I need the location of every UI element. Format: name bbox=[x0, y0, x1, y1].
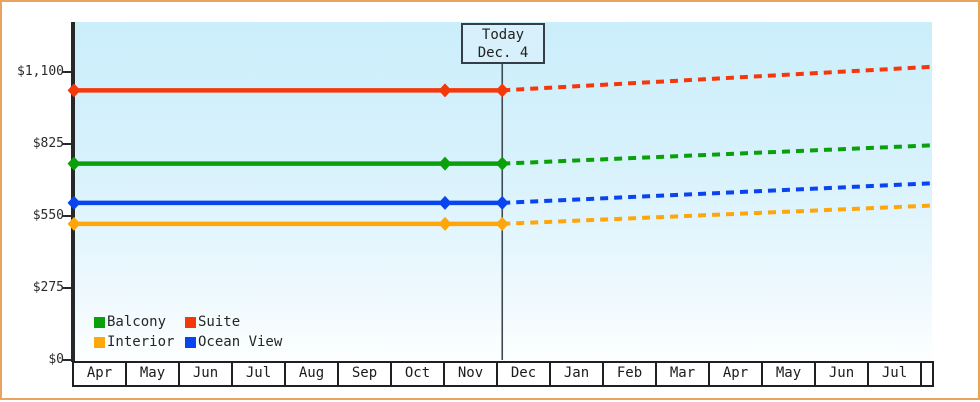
plot-area bbox=[74, 22, 932, 361]
legend-item-balcony: Balcony bbox=[94, 314, 185, 330]
month-cell: Oct bbox=[392, 363, 445, 385]
month-cell: Apr bbox=[710, 363, 763, 385]
month-cell: Mar bbox=[657, 363, 710, 385]
legend-item-suite: Suite bbox=[185, 314, 282, 330]
today-date: Dec. 4 bbox=[477, 45, 529, 61]
month-cell: Jan bbox=[551, 363, 604, 385]
legend: Balcony Suite Interior Ocean View bbox=[94, 314, 282, 350]
legend-label-balcony: Balcony bbox=[107, 314, 167, 330]
month-cell: Feb bbox=[604, 363, 657, 385]
y-axis-label: $275 bbox=[32, 280, 64, 295]
balcony-color-swatch bbox=[94, 316, 105, 328]
y-axis-label: $0 bbox=[48, 352, 64, 367]
month-cell: Dec bbox=[498, 363, 551, 385]
today-annotation-box: Today Dec. 4 bbox=[461, 23, 545, 64]
y-axis-label: $550 bbox=[32, 208, 64, 223]
y-tick-mark bbox=[62, 359, 72, 361]
legend-label-suite: Suite bbox=[198, 314, 241, 330]
month-cell: May bbox=[127, 363, 180, 385]
y-tick-mark bbox=[62, 287, 72, 289]
month-cell-stub bbox=[922, 363, 932, 385]
month-cell: Jul bbox=[869, 363, 922, 385]
legend-label-ocean-view: Ocean View bbox=[198, 334, 283, 350]
month-cell: Jun bbox=[180, 363, 233, 385]
interior-color-swatch bbox=[94, 336, 105, 348]
month-cell: May bbox=[763, 363, 816, 385]
y-axis-label: $825 bbox=[32, 136, 64, 151]
month-cell: Apr bbox=[74, 363, 127, 385]
suite-color-swatch bbox=[185, 316, 196, 328]
x-axis-month-row: Apr May Jun Jul Aug Sep Oct Nov Dec Jan Feb Mar Apr M… bbox=[72, 361, 934, 387]
month-cell: Sep bbox=[339, 363, 392, 385]
today-label: Today bbox=[481, 27, 525, 43]
legend-label-interior: Interior bbox=[107, 334, 175, 350]
y-tick-mark bbox=[62, 215, 72, 217]
y-tick-mark bbox=[62, 143, 72, 145]
y-axis-line bbox=[71, 22, 75, 362]
month-cell: Jun bbox=[816, 363, 869, 385]
month-cell: Jul bbox=[233, 363, 286, 385]
legend-item-interior: Interior bbox=[94, 334, 185, 350]
legend-item-ocean-view: Ocean View bbox=[185, 334, 282, 350]
ocean-view-color-swatch bbox=[185, 336, 196, 348]
y-tick-mark bbox=[62, 71, 72, 73]
month-cell: Aug bbox=[286, 363, 339, 385]
month-cell: Nov bbox=[445, 363, 498, 385]
y-axis-label: $1,100 bbox=[17, 64, 64, 79]
